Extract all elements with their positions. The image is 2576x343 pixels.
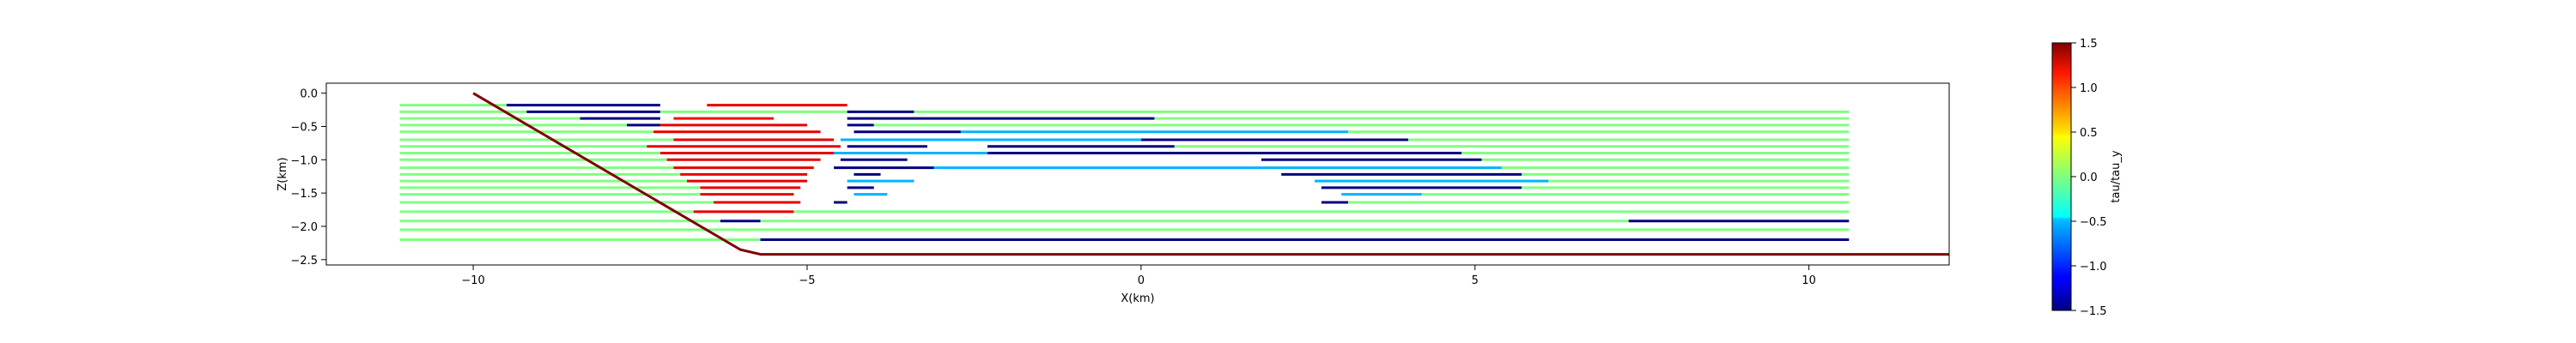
y-tick-label-5: −2.5 (290, 255, 318, 268)
colorbar-tick-label-3: 0.0 (2080, 172, 2098, 184)
y-tick-label-0: 0.0 (300, 88, 318, 101)
colorbar-tick-label-4: −0.5 (2080, 216, 2107, 229)
x-tick-label-3: 5 (1472, 274, 1479, 287)
colorbar: 1.5 1.0 0.5 0.0 −0.5 −1.0 −1.5 tau/tau_y (2051, 38, 2123, 318)
x-tick-label-2: 0 (1138, 274, 1145, 287)
y-tick-label-4: −2.0 (290, 221, 318, 234)
x-axis: −10 −5 0 5 10 (461, 265, 1816, 287)
colorbar-label: tau/tau_y (2110, 150, 2123, 202)
fault-line (472, 92, 1949, 256)
y-tick-label-2: −1.0 (290, 154, 318, 167)
colorbar-gradient (2051, 42, 2072, 311)
colorbar-tick-label-1: 1.0 (2080, 82, 2098, 95)
colorbar-tick-label-2: 0.5 (2080, 127, 2098, 140)
x-axis-label: X(km) (1121, 292, 1154, 305)
y-axis-label: Z(km) (276, 157, 289, 190)
y-tick-label-3: −1.5 (290, 188, 318, 201)
colorbar-tick-label-5: −1.0 (2080, 261, 2107, 274)
plot-frame (325, 82, 1950, 266)
colorbar-tick-label-6: −1.5 (2080, 305, 2107, 318)
y-axis: 0.0 −0.5 −1.0 −1.5 −2.0 −2.5 (290, 88, 326, 268)
y-tick-label-1: −0.5 (290, 121, 318, 134)
colorbar-tick-label-0: 1.5 (2080, 38, 2098, 51)
mesh-lines (399, 92, 1949, 256)
plot-area (325, 82, 1950, 266)
colorbar-ticks: 1.5 1.0 0.5 0.0 −0.5 −1.0 −1.5 (2071, 38, 2107, 318)
x-tick-label-4: 10 (1801, 274, 1816, 287)
x-tick-label-1: −5 (799, 274, 815, 287)
x-tick-label-0: −10 (461, 274, 484, 287)
